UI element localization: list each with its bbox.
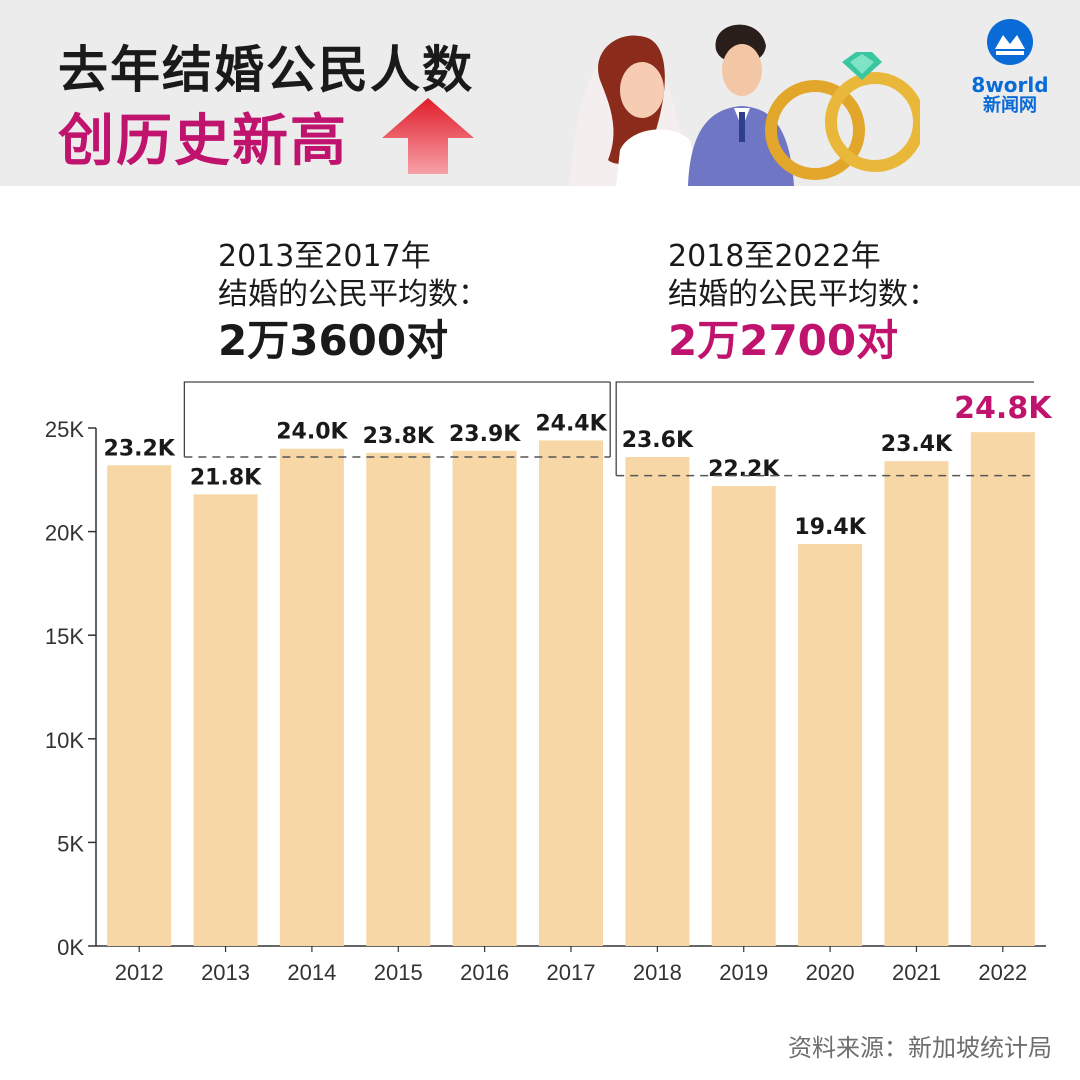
x-axis-tick-label: 2012 [115, 960, 164, 985]
data-label-2022: 24.8K [954, 391, 1053, 426]
data-label-2019: 22.2K [708, 457, 780, 482]
x-axis-tick-label: 2022 [978, 960, 1027, 985]
brand-subtitle: 新闻网 [983, 95, 1037, 116]
y-axis-tick-label: 0K [57, 935, 84, 960]
y-axis-tick-label: 10K [45, 728, 84, 753]
x-axis-tick-label: 2013 [201, 960, 250, 985]
bar-2022 [970, 432, 1035, 946]
data-label-2013: 21.8K [190, 465, 262, 490]
data-label-2020: 19.4K [794, 515, 866, 540]
y-axis-tick-label: 5K [57, 831, 84, 856]
bar-2013 [193, 494, 258, 946]
y-axis-tick-label: 25K [45, 417, 84, 442]
bar-2015 [366, 452, 431, 946]
wedding-couple-illustration [570, 24, 920, 186]
bar-2020 [798, 544, 863, 946]
average-bracket-2013-2017 [183, 381, 611, 458]
bar-2016 [452, 450, 517, 946]
bar-2018 [625, 457, 690, 946]
average-annotation-2013-2017: 2013至2017年 结婚的公民平均数： 2万3600对 [218, 238, 488, 368]
annotation-average-value: 2万3600对 [218, 316, 449, 365]
average-bracket-2018-2022 [615, 381, 1034, 476]
annotation-average-value: 2万2700对 [668, 316, 899, 365]
headline-line1: 去年结婚公民人数 [58, 41, 474, 99]
bar-2014 [279, 448, 344, 946]
annotation-caption: 结婚的公民平均数： [218, 277, 488, 312]
annotation-period-label: 2013至2017年 [218, 239, 431, 274]
data-label-2021: 23.4K [881, 432, 953, 457]
data-label-2016: 23.9K [449, 422, 521, 447]
x-axis-tick-label: 2018 [633, 960, 682, 985]
x-axis-tick-label: 2021 [892, 960, 941, 985]
brand-logo: 8world 新闻网 [960, 18, 1060, 128]
x-axis-tick-label: 2016 [460, 960, 509, 985]
bar-2012 [107, 465, 172, 946]
average-annotation-2018-2022: 2018至2022年 结婚的公民平均数： 2万2700对 [668, 238, 938, 368]
header-banner: 去年结婚公民人数 创历史新高 8world 新闻网 [0, 0, 1080, 186]
annotation-caption: 结婚的公民平均数： [668, 277, 938, 312]
y-axis-tick-label: 15K [45, 624, 84, 649]
data-label-2015: 23.8K [363, 424, 435, 449]
headline-line2: 创历史新高 [58, 109, 348, 174]
data-label-2017: 24.4K [535, 411, 607, 436]
x-axis-tick-label: 2020 [806, 960, 855, 985]
up-arrow-icon [382, 98, 474, 174]
annotation-period-label: 2018至2022年 [668, 239, 881, 274]
bar-2021 [884, 461, 949, 946]
data-label-2012: 23.2K [104, 436, 176, 461]
brand-name: 8world [971, 73, 1049, 97]
8world-logo-icon [987, 19, 1033, 65]
data-label-2014: 24.0K [276, 420, 348, 445]
y-axis-tick-label: 20K [45, 521, 84, 546]
bar-2019 [711, 486, 776, 946]
x-axis-tick-label: 2014 [287, 960, 336, 985]
x-axis-tick-label: 2017 [547, 960, 596, 985]
source-note: 资料来源：新加坡统计局 [788, 1034, 1052, 1062]
data-label-2018: 23.6K [622, 428, 694, 453]
x-axis-tick-label: 2019 [719, 960, 768, 985]
x-axis-tick-label: 2015 [374, 960, 423, 985]
bar-2017 [539, 440, 603, 946]
bar-chart: 0K 5K 10K 15K 20K 25K 23.2K 2012 21.8K 2013 24.0K 2… [45, 381, 1053, 985]
